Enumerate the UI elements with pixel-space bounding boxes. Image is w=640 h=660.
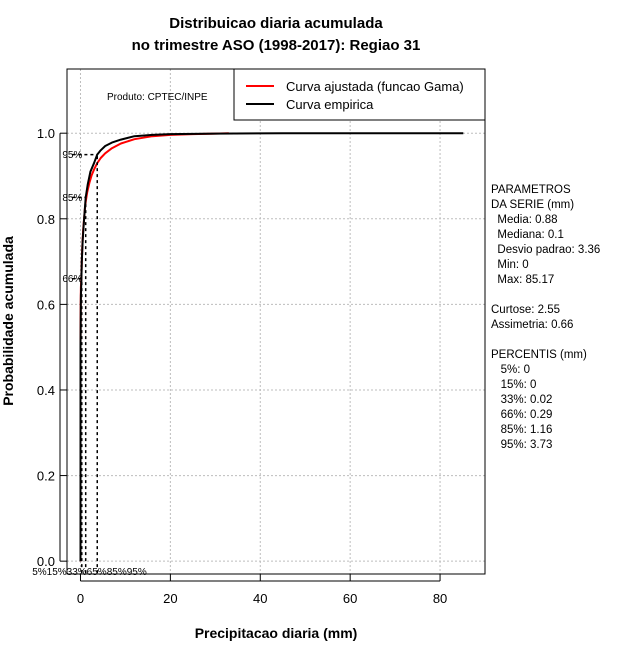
- statistics-panel-line: Media: 0.88: [491, 214, 557, 226]
- statistics-panel-line: PARAMETROS: [491, 184, 571, 196]
- plot-frame: [66, 68, 486, 575]
- statistics-panel-line: Min: 0: [491, 259, 529, 271]
- statistics-panel-line: 66%: 0.29: [491, 409, 552, 421]
- percentile-bottom-labels: 5%15%33%65%85%95%: [32, 567, 147, 578]
- product-label: Produto: CPTEC/INPE: [107, 92, 208, 103]
- percentile-label: 95%: [62, 150, 82, 161]
- percentile-label: 85%: [62, 193, 82, 204]
- legend-label-fitted: Curva ajustada (funcao Gama): [286, 79, 464, 94]
- x-axis-label: Precipitacao diaria (mm): [195, 625, 358, 641]
- statistics-panel-line: 85%: 1.16: [491, 424, 552, 436]
- statistics-panel-line: Mediana: 0.1: [491, 229, 564, 241]
- series-line-fitted: [79, 132, 229, 562]
- x-tick-label: 60: [343, 591, 357, 606]
- statistics-panel-line: 95%: 3.73: [491, 439, 552, 451]
- x-tick-label: 40: [253, 591, 267, 606]
- statistics-panel-line: 33%: 0.02: [491, 394, 552, 406]
- series-lines: [79, 132, 464, 562]
- y-axis-label: Probabilidade acumulada: [0, 236, 16, 406]
- statistics-panel: PARAMETROS DA SERIE (mm) Media: 0.88 Medi…: [491, 184, 600, 451]
- statistics-panel-line: [491, 334, 494, 346]
- percentile-label: 66%: [62, 274, 82, 285]
- y-tick-label: 0.6: [37, 297, 55, 312]
- chart-title-line2: no trimestre ASO (1998-2017): Regiao 31: [132, 37, 421, 54]
- statistics-panel-line: Curtose: 2.55: [491, 304, 560, 316]
- y-tick-label: 0.0: [37, 554, 55, 569]
- percentile-markers: 66% 85% 95% 5%15%33%65%85%95%: [32, 150, 147, 578]
- chart-title-line1: Distribuicao diaria acumulada: [169, 15, 383, 32]
- x-tick-label: 20: [163, 591, 177, 606]
- y-tick-label: 1.0: [37, 126, 55, 141]
- y-tick-label: 0.8: [37, 212, 55, 227]
- statistics-panel-line: 15%: 0: [491, 379, 536, 391]
- legend-box: [233, 68, 486, 121]
- statistics-panel-line: DA SERIE (mm): [491, 199, 574, 211]
- grid-lines: [67, 69, 485, 574]
- y-tick-label: 0.2: [37, 469, 55, 484]
- legend-label-empirical: Curva empirica: [286, 97, 374, 112]
- legend: Curva ajustada (funcao Gama) Curva empir…: [233, 68, 486, 121]
- statistics-panel-line: PERCENTIS (mm): [491, 349, 587, 361]
- x-tick-label: 0: [77, 591, 84, 606]
- statistics-panel-line: 5%: 0: [491, 364, 530, 376]
- statistics-panel-line: Max: 85.17: [491, 274, 554, 286]
- y-axis: 0.0 0.2 0.4 0.6 0.8 1.0: [37, 126, 67, 569]
- y-tick-label: 0.4: [37, 383, 55, 398]
- statistics-panel-line: [491, 289, 494, 301]
- statistics-panel-line: Assimetria: 0.66: [491, 319, 573, 331]
- statistics-panel-line: Desvio padrao: 3.36: [491, 244, 600, 256]
- x-axis: 0 20 40 60 80: [77, 574, 447, 606]
- series-line-empirical: [79, 132, 464, 562]
- x-tick-label: 80: [433, 591, 447, 606]
